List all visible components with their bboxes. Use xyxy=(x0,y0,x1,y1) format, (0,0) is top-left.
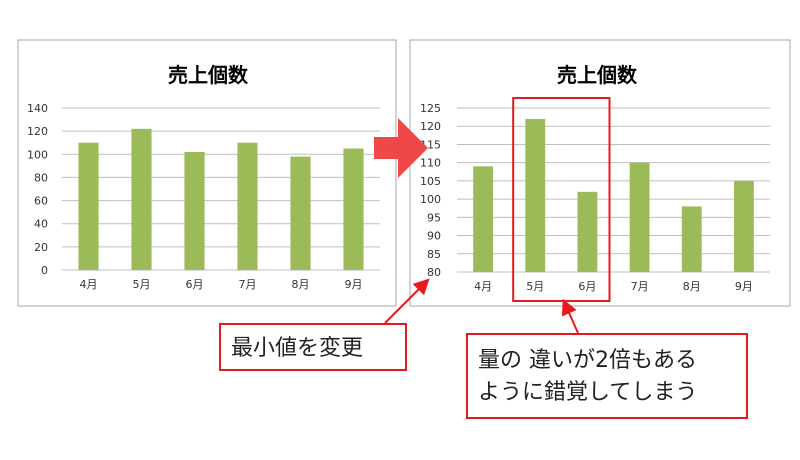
x-tick-label: 4月 xyxy=(474,280,492,293)
bar-6月 xyxy=(577,191,598,272)
y-tick-label: 80 xyxy=(34,171,48,184)
y-tick-label: 125 xyxy=(420,102,441,115)
y-tick-label: 120 xyxy=(27,125,48,138)
x-tick-label: 7月 xyxy=(239,278,257,291)
y-tick-label: 0 xyxy=(41,264,48,277)
bar-5月 xyxy=(525,118,546,272)
bar-4月 xyxy=(78,142,99,270)
y-tick-label: 20 xyxy=(34,241,48,254)
bar-9月 xyxy=(343,148,364,270)
y-tick-label: 140 xyxy=(27,102,48,115)
y-tick-label: 80 xyxy=(427,266,441,279)
y-tick-label: 105 xyxy=(420,175,441,188)
y-tick-label: 100 xyxy=(420,193,441,206)
y-tick-label: 100 xyxy=(27,148,48,161)
bar-8月 xyxy=(290,156,311,270)
x-tick-label: 6月 xyxy=(186,278,204,291)
x-tick-label: 9月 xyxy=(735,280,753,293)
highlight-box xyxy=(512,97,611,302)
x-tick-label: 7月 xyxy=(631,280,649,293)
x-tick-label: 8月 xyxy=(683,280,701,293)
pointer-arrow-min-value xyxy=(384,278,430,324)
chart-title: 売上個数 xyxy=(168,63,249,87)
pointer-arrow-highlight xyxy=(561,298,579,334)
x-tick-label: 6月 xyxy=(578,280,596,293)
bar-4月 xyxy=(473,166,493,272)
bar-9月 xyxy=(734,180,754,272)
bar-5月 xyxy=(131,128,152,270)
bar-7月 xyxy=(629,162,650,272)
callout-min-value-text: 最小値を変更 xyxy=(231,336,364,361)
x-tick-label: 4月 xyxy=(80,278,98,291)
x-tick-label: 9月 xyxy=(345,278,363,291)
callout-misperception-line2: ように錯覚してしまう xyxy=(478,380,698,405)
y-tick-label: 40 xyxy=(34,218,48,231)
callout-misperception-line1: 量の 違いが2倍もある xyxy=(478,348,697,373)
y-tick-label: 85 xyxy=(427,248,441,261)
x-tick-label: 5月 xyxy=(526,280,544,293)
bar-6月 xyxy=(184,151,205,270)
callout-min-value-change: 最小値を変更 xyxy=(219,323,407,371)
x-tick-label: 5月 xyxy=(133,278,151,291)
y-tick-label: 110 xyxy=(420,157,441,170)
bar-8月 xyxy=(681,206,702,272)
chart-title: 売上個数 xyxy=(557,63,638,87)
x-tick-label: 8月 xyxy=(292,278,310,291)
chart-1: 売上個数 0 20 40 60 80 100 120 140 4月 5月 6月 7月 8月 9月 xyxy=(17,39,397,307)
y-tick-label: 90 xyxy=(427,230,441,243)
y-tick-label: 95 xyxy=(427,211,441,224)
bar-7月 xyxy=(237,142,258,270)
transition-arrow xyxy=(374,118,428,178)
callout-misperception: 量の 違いが2倍もある ように錯覚してしまう xyxy=(466,333,748,419)
y-tick-label: 120 xyxy=(420,120,441,133)
y-tick-label: 60 xyxy=(34,195,48,208)
